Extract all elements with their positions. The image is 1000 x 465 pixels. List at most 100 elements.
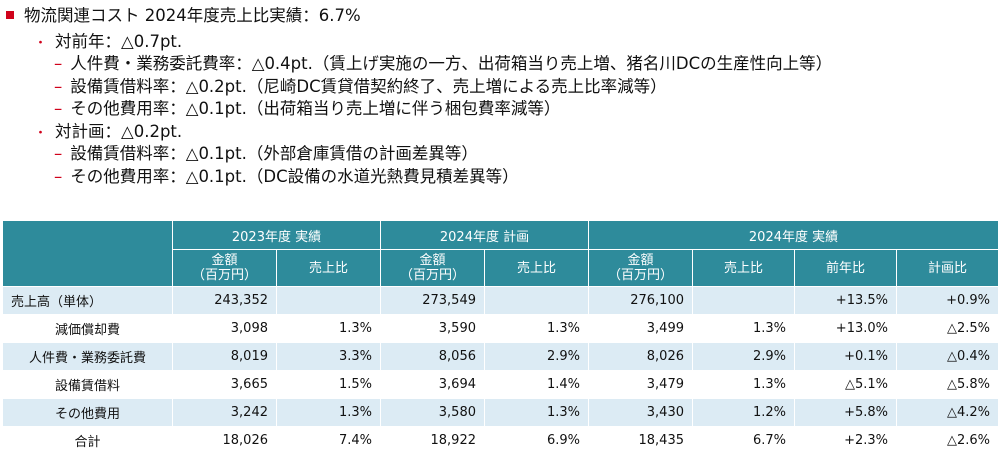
- cell-ratio-2023: 1.3%: [276, 314, 381, 343]
- cell-amount-2024-plan: 3,580: [380, 398, 485, 427]
- col-header-amount: 金額 （百万円）: [172, 249, 277, 287]
- yoy-item: – その他費用率：△0.1pt.（出荷箱当り売上増に伴う梱包費率減等）: [54, 98, 560, 120]
- cell-vs-plan-change: △2.5%: [895, 314, 1000, 343]
- yoy-heading-text: 対前年：△0.7pt.: [55, 32, 183, 51]
- cell-yoy-change: +5.8%: [794, 398, 897, 427]
- cell-ratio-2024-actual: 2.9%: [692, 342, 795, 371]
- cell-ratio-2024-actual: 1.3%: [692, 370, 795, 399]
- cell-row-label: 設備賃借料: [2, 370, 173, 399]
- cell-amount-2024-plan: 18,922: [380, 426, 485, 455]
- cell-ratio-2023: 1.5%: [276, 370, 381, 399]
- summary-title: 物流関連コスト 2024年度売上比実績：6.7%: [6, 5, 361, 27]
- dot-bullet-icon: ・: [34, 126, 48, 141]
- cell-vs-plan-change: △2.6%: [895, 426, 1000, 455]
- cell-row-label: 減価償却費: [2, 314, 173, 343]
- summary-title-text: 物流関連コスト 2024年度売上比実績：6.7%: [24, 6, 361, 25]
- dash-bullet-icon: –: [54, 99, 63, 118]
- cell-yoy-change: +2.3%: [794, 426, 897, 455]
- yoy-item-text: 設備賃借料率：△0.2pt.（尼崎DC賃貸借契約終了、売上増による売上比率減等）: [70, 77, 667, 96]
- cell-ratio-2024-actual: 1.3%: [692, 314, 795, 343]
- cell-amount-2024-actual: 3,430: [588, 398, 693, 427]
- col-header-vs-plan: 計画比: [895, 249, 1000, 287]
- yoy-item-text: 人件費・業務委託費率：△0.4pt.（賃上げ実施の一方、出荷箱当り売上増、猪名川…: [70, 54, 833, 73]
- cell-ratio-2024-plan: 1.4%: [484, 370, 589, 399]
- cost-table: 2023年度 実績 2024年度 計画 2024年度 実績 金額 （百万円） 売上…: [2, 220, 1000, 455]
- cell-ratio-2024-actual: 6.7%: [692, 426, 795, 455]
- plan-item: – その他費用率：△0.1pt.（DC設備の水道光熱費見積差異等）: [54, 166, 519, 188]
- yoy-item-text: その他費用率：△0.1pt.（出荷箱当り売上増に伴う梱包費率減等）: [70, 99, 561, 118]
- cell-amount-2023: 243,352: [172, 286, 277, 315]
- cell-vs-plan-change: △5.8%: [895, 370, 1000, 399]
- col-header-amount-line1: 金額: [627, 253, 654, 268]
- yoy-item: – 人件費・業務委託費率：△0.4pt.（賃上げ実施の一方、出荷箱当り売上増、猪名…: [54, 53, 832, 75]
- group-header-2024-plan: 2024年度 計画: [380, 220, 589, 250]
- table-row: その他費用 3,242 1.3% 3,580 1.3% 3,430 1.2% +5.8% △4.…: [2, 398, 1000, 427]
- cell-ratio-2023: 3.3%: [276, 342, 381, 371]
- cell-yoy-change: +13.0%: [794, 314, 897, 343]
- cell-vs-plan-change: △0.4%: [895, 342, 1000, 371]
- header-corner: [2, 220, 173, 287]
- cell-vs-plan-change: +0.9%: [895, 286, 1000, 315]
- col-header-amount: 金額 （百万円）: [588, 249, 693, 287]
- cell-ratio-2024-plan: 1.3%: [484, 398, 589, 427]
- cell-amount-2024-plan: 3,590: [380, 314, 485, 343]
- cell-ratio-2023: 1.3%: [276, 398, 381, 427]
- plan-item-text: その他費用率：△0.1pt.（DC設備の水道光熱費見積差異等）: [70, 167, 519, 186]
- cell-ratio-2024-plan: 1.3%: [484, 314, 589, 343]
- cell-row-label: 人件費・業務委託費: [2, 342, 173, 371]
- cell-ratio-2024-actual: [692, 286, 795, 315]
- cell-ratio-2024-plan: [484, 286, 589, 315]
- plan-heading-text: 対計画：△0.2pt.: [55, 122, 183, 141]
- cell-amount-2023: 3,665: [172, 370, 277, 399]
- dash-bullet-icon: –: [54, 167, 63, 186]
- cell-amount-2024-plan: 3,694: [380, 370, 485, 399]
- group-header-2024-actual: 2024年度 実績: [587, 220, 1000, 250]
- cell-yoy-change: +0.1%: [794, 342, 897, 371]
- cell-row-label: 合計: [2, 426, 173, 455]
- col-header-ratio: 売上比: [276, 249, 381, 287]
- cell-amount-2023: 18,026: [172, 426, 277, 455]
- cell-ratio-2024-plan: 2.9%: [484, 342, 589, 371]
- table-row: 設備賃借料 3,665 1.5% 3,694 1.4% 3,479 1.3% △5.1% △5.…: [2, 370, 1000, 399]
- dash-bullet-icon: –: [54, 144, 63, 163]
- col-header-amount-line1: 金額: [419, 253, 446, 268]
- yoy-heading: ・対前年：△0.7pt.: [34, 31, 182, 55]
- dash-bullet-icon: –: [54, 54, 63, 73]
- group-header-2023-actual: 2023年度 実績: [172, 220, 381, 250]
- cell-yoy-change: △5.1%: [794, 370, 897, 399]
- cell-yoy-change: +13.5%: [794, 286, 897, 315]
- cell-amount-2024-plan: 273,549: [380, 286, 485, 315]
- plan-item: – 設備賃借料率：△0.1pt.（外部倉庫賃借の計画差異等）: [54, 143, 478, 165]
- yoy-item: – 設備賃借料率：△0.2pt.（尼崎DC賃貸借契約終了、売上増による売上比率減等…: [54, 76, 667, 98]
- table-row: 合計 18,026 7.4% 18,922 6.9% 18,435 6.7% +2.3% △2.…: [2, 426, 1000, 455]
- col-header-amount-line2: （百万円）: [399, 268, 465, 283]
- cell-row-label: 売上高（単体）: [2, 286, 173, 315]
- cell-vs-plan-change: △4.2%: [895, 398, 1000, 427]
- col-header-amount: 金額 （百万円）: [380, 249, 485, 287]
- table-row: 減価償却費 3,098 1.3% 3,590 1.3% 3,499 1.3% +13.0% △2…: [2, 314, 1000, 343]
- col-header-ratio: 売上比: [692, 249, 795, 287]
- cell-amount-2024-actual: 8,026: [588, 342, 693, 371]
- col-header-amount-line2: （百万円）: [191, 268, 257, 283]
- col-header-amount-line1: 金額: [211, 253, 238, 268]
- table-row: 人件費・業務委託費 8,019 3.3% 8,056 2.9% 8,026 2.9% +0.1…: [2, 342, 1000, 371]
- col-header-ratio: 売上比: [484, 249, 589, 287]
- plan-heading: ・対計画：△0.2pt.: [34, 121, 182, 145]
- cell-amount-2023: 8,019: [172, 342, 277, 371]
- dot-bullet-icon: ・: [34, 36, 48, 51]
- col-header-amount-line2: （百万円）: [607, 268, 673, 283]
- dash-bullet-icon: –: [54, 77, 63, 96]
- cell-amount-2023: 3,098: [172, 314, 277, 343]
- cell-amount-2023: 3,242: [172, 398, 277, 427]
- cell-ratio-2023: [276, 286, 381, 315]
- cell-ratio-2024-plan: 6.9%: [484, 426, 589, 455]
- cell-amount-2024-actual: 3,499: [588, 314, 693, 343]
- square-bullet-icon: [6, 10, 14, 19]
- cell-ratio-2024-actual: 1.2%: [692, 398, 795, 427]
- cell-amount-2024-actual: 18,435: [588, 426, 693, 455]
- cell-amount-2024-actual: 3,479: [588, 370, 693, 399]
- plan-item-text: 設備賃借料率：△0.1pt.（外部倉庫賃借の計画差異等）: [70, 144, 478, 163]
- table-row: 売上高（単体） 243,352 273,549 276,100 +13.5% +0.9%: [2, 286, 1000, 315]
- cell-ratio-2023: 7.4%: [276, 426, 381, 455]
- col-header-yoy: 前年比: [794, 249, 897, 287]
